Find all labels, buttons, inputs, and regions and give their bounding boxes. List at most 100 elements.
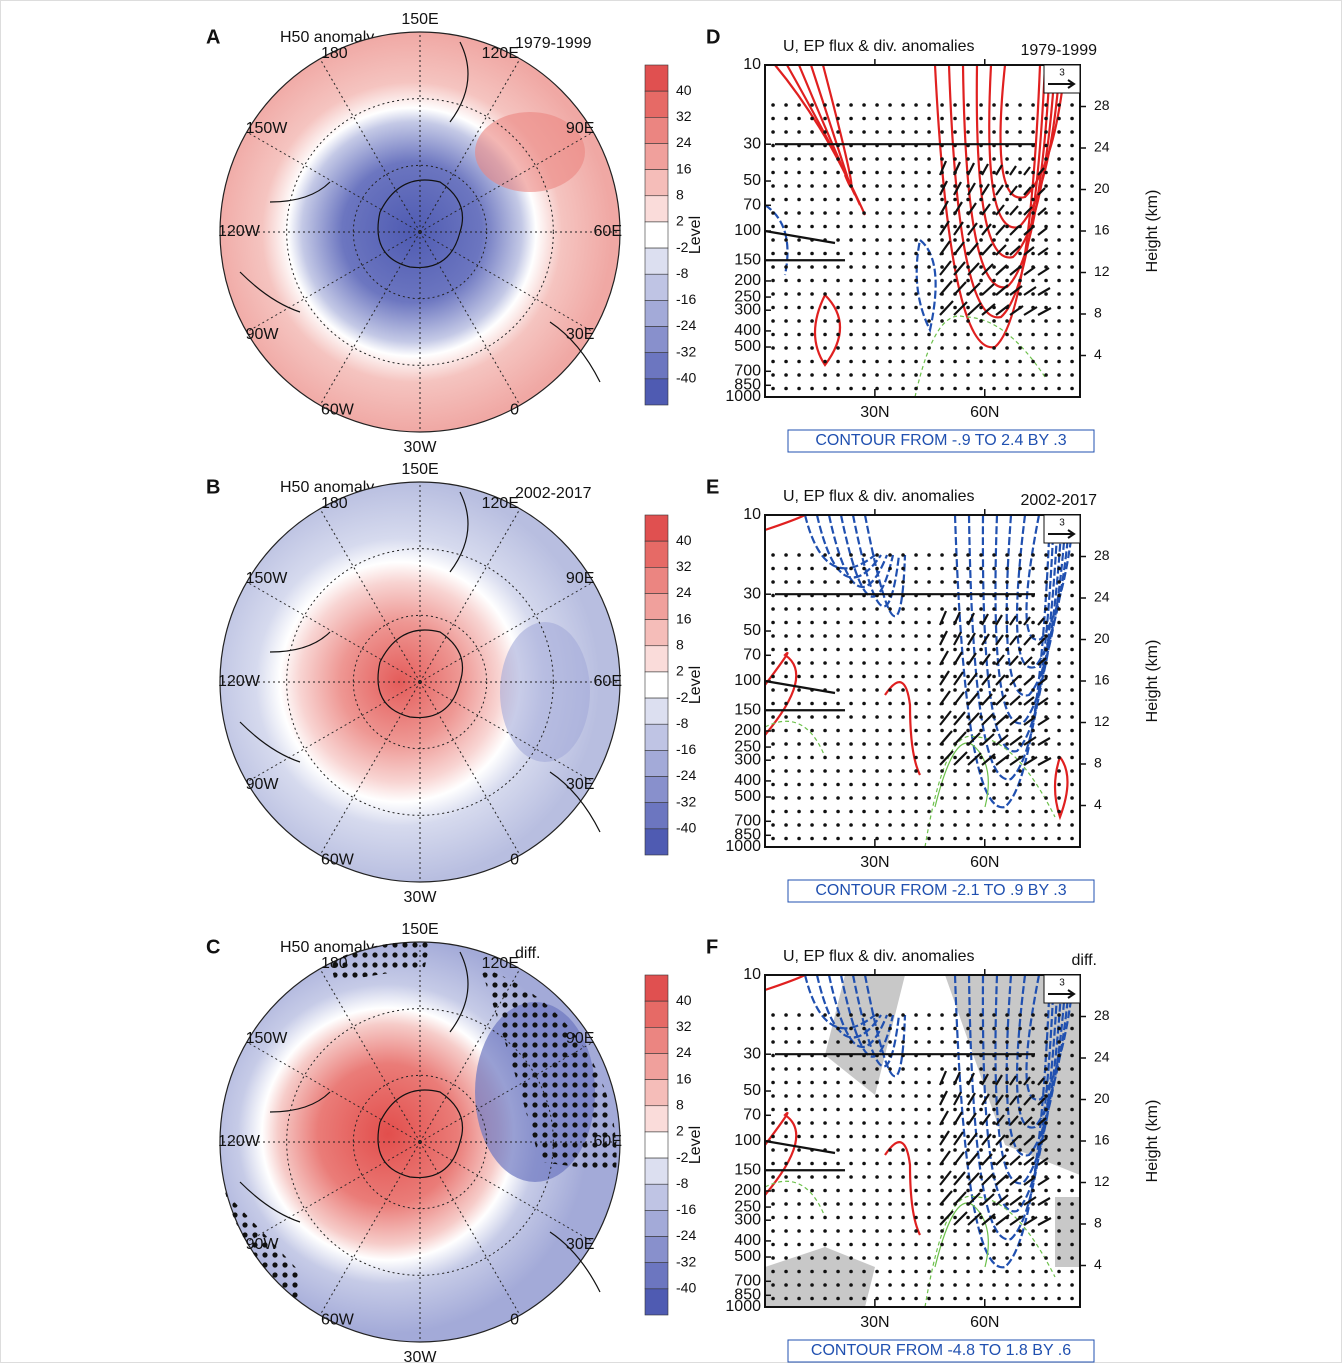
meridian — [319, 681, 421, 856]
colorbar-label: -8 — [676, 265, 689, 281]
colorbar-swatch — [644, 723, 669, 751]
colorbar-label: -2 — [676, 239, 689, 255]
latitude-circle — [286, 548, 554, 816]
longitude-label: 30E — [566, 1236, 594, 1253]
contour — [999, 64, 1067, 199]
pressure-label: 10 — [743, 56, 761, 73]
pressure-label: 30 — [743, 135, 761, 152]
pressure-label: 50 — [743, 1082, 761, 1099]
height-label: 20 — [1094, 1090, 1110, 1106]
colorbar-swatch — [644, 671, 669, 699]
contour — [947, 64, 1047, 319]
section-title: U, EP flux & div. anomalies — [783, 38, 975, 55]
colorbar-swatch — [644, 1131, 669, 1159]
colorbar-swatch — [644, 1053, 669, 1080]
reference-arrow — [1048, 529, 1076, 539]
contour — [1025, 514, 1076, 641]
colorbar-swatch — [644, 169, 669, 197]
colorbar-swatch — [644, 117, 669, 144]
meridian — [319, 58, 421, 233]
panel-letter: F — [706, 936, 718, 958]
contour — [827, 974, 889, 1049]
map-title: H50 anomaly — [280, 479, 374, 496]
meridian — [246, 131, 421, 233]
panel-letter: B — [206, 476, 220, 498]
pressure-label: 250 — [734, 1198, 761, 1215]
longitude-label: 90E — [566, 120, 594, 137]
pressure-label: 850 — [734, 1287, 761, 1304]
lat-label: 60N — [970, 404, 999, 421]
ep-flux-arrows — [764, 143, 1052, 316]
pressure-label: 250 — [734, 738, 761, 755]
height-label: 28 — [1094, 97, 1110, 113]
colorbar-swatch — [644, 1288, 669, 1316]
latitude-circle — [286, 1008, 554, 1276]
contour — [884, 1141, 921, 1236]
pressure-label: 1000 — [725, 838, 761, 855]
panel-letter: E — [706, 476, 719, 498]
section-title: U, EP flux & div. anomalies — [783, 488, 975, 505]
colorbar-title: Level — [687, 216, 704, 254]
colorbar-label: 8 — [676, 1096, 684, 1112]
pressure-label: 10 — [743, 506, 761, 523]
height-label: 4 — [1094, 796, 1102, 812]
meridian — [419, 681, 594, 783]
section-title: U, EP flux & div. anomalies — [783, 948, 975, 965]
colorbar-label: -16 — [676, 291, 696, 307]
colorbar-swatch — [644, 1183, 669, 1211]
colorbar-swatch — [644, 567, 669, 594]
colorbar-swatch — [644, 1262, 669, 1290]
colorbar-swatch — [644, 802, 669, 830]
colorbar-swatch — [644, 697, 669, 725]
height-label: 8 — [1094, 755, 1102, 771]
colorbar-label: -40 — [676, 370, 696, 386]
colorbar-label: -2 — [676, 689, 689, 705]
longitude-label: 30E — [566, 326, 594, 343]
map-title: H50 anomaly — [280, 939, 374, 956]
contour — [967, 974, 1056, 1241]
contour-note-box — [787, 1339, 1095, 1363]
height-label: 24 — [1094, 1049, 1110, 1065]
pressure-label: 300 — [734, 301, 761, 318]
height-label: 16 — [1094, 672, 1110, 688]
longitude-label: 150W — [246, 570, 289, 587]
contour — [764, 652, 798, 736]
colorbar-swatch — [644, 352, 669, 380]
colorbar-label: 2 — [676, 213, 684, 229]
map-period: 1979-1999 — [515, 35, 592, 52]
plot-area — [764, 974, 1080, 1308]
colorbar-title: Level — [687, 666, 704, 704]
meridian — [419, 1141, 594, 1243]
pressure-label: 150 — [734, 701, 761, 718]
contour — [764, 1112, 798, 1196]
contour — [967, 514, 1056, 781]
arrow-scale: 3 — [1059, 518, 1065, 529]
pressure-label: 200 — [734, 722, 761, 739]
pressure-label: 500 — [734, 1248, 761, 1265]
pressure-label: 100 — [734, 1132, 761, 1149]
contour — [839, 974, 895, 1058]
pressure-label: 50 — [743, 622, 761, 639]
longitude-label: 90W — [246, 776, 280, 793]
colorbar-label: 40 — [676, 532, 692, 548]
pressure-label: 400 — [734, 322, 761, 339]
colorbar-label: 32 — [676, 558, 692, 574]
longitude-label: 150E — [401, 11, 438, 28]
pressure-label: 30 — [743, 585, 761, 602]
height-label: 12 — [1094, 713, 1110, 729]
stippling — [225, 1192, 300, 1302]
colorbar-label: 16 — [676, 1070, 692, 1086]
pressure-label: 70 — [743, 647, 761, 664]
pressure-label: 700 — [734, 363, 761, 380]
contour-note-box — [787, 879, 1095, 903]
meridian — [419, 1041, 594, 1143]
pressure-label: 100 — [734, 672, 761, 689]
latitude-circle — [286, 98, 554, 366]
pressure-label: 30 — [743, 1045, 761, 1062]
contour — [815, 974, 882, 1039]
contour — [827, 514, 889, 589]
meridian — [419, 1141, 521, 1316]
longitude-label: 180 — [321, 45, 348, 62]
colorbar-label: 16 — [676, 610, 692, 626]
colorbar-swatch — [644, 593, 669, 620]
